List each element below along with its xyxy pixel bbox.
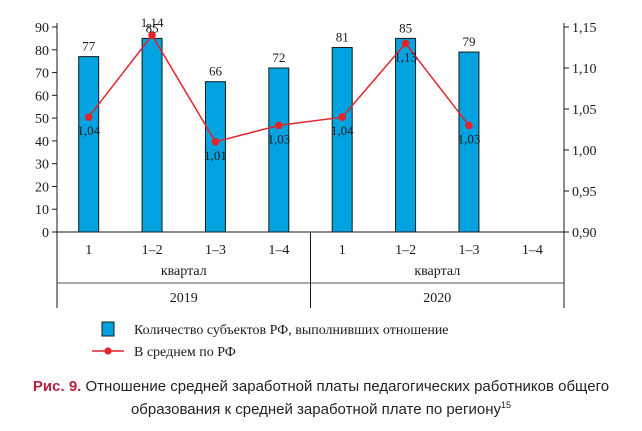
- right-tick-label: 1,00: [572, 144, 597, 159]
- bar-value-label: 81: [336, 30, 349, 45]
- line-value-label: 1,04: [77, 123, 100, 138]
- legend: Количество субъектов РФ, выполнивших отн…: [92, 321, 449, 360]
- quarter-group-label: квартал: [161, 264, 207, 279]
- legend-line-label: В среднем по РФ: [134, 345, 236, 360]
- bar-value-label: 66: [209, 64, 223, 79]
- left-tick-label: 10: [35, 203, 49, 218]
- right-tick-label: 1,15: [572, 21, 597, 36]
- left-tick-label: 40: [35, 135, 49, 150]
- bar: [141, 37, 163, 233]
- bar: [78, 56, 100, 233]
- bar-value-label: 85: [399, 20, 412, 35]
- line-value-label: 1,14: [141, 15, 164, 30]
- bar-value-label: 72: [272, 50, 285, 65]
- line-point: [401, 39, 410, 48]
- bar: [395, 37, 417, 233]
- combo-chart: 77 85 66 72 81 85 79 1,04 1,14 1,01 1,03 1,04 1,13 1,…: [35, 15, 597, 360]
- x-tick-label: 1: [85, 243, 92, 258]
- year-label: 2019: [170, 291, 198, 306]
- bar: [204, 81, 226, 233]
- line-value-label: 1,04: [331, 123, 354, 138]
- data-labels: 77 85 66 72 81 85 79 1,04 1,14 1,01 1,03 1,04 1,13 1,…: [77, 15, 480, 163]
- bar: [458, 51, 480, 233]
- x-tick-label: 1–2: [395, 243, 416, 258]
- left-tick-label: 70: [35, 67, 49, 82]
- x-tick-label: 1–4: [522, 243, 543, 258]
- left-tick-label: 60: [35, 89, 49, 104]
- quarter-group-label: квартал: [414, 264, 460, 279]
- year-label: 2020: [423, 291, 451, 306]
- left-tick-label: 80: [35, 44, 49, 59]
- right-tick-label: 1,10: [572, 62, 597, 77]
- x-tick-label: 1–2: [142, 243, 163, 258]
- line-point: [338, 113, 346, 121]
- line-point: [84, 113, 93, 121]
- x-tick-label: 1: [339, 243, 346, 258]
- figure-label: Рис. 9.: [32, 378, 82, 395]
- axis-ticks: 0 10 20 30 40 50 60 70 80 90 0,90 0,95 1,00 1,05 1,10 1…: [35, 21, 597, 306]
- bar: [268, 67, 290, 233]
- right-tick-label: 0,95: [572, 185, 597, 200]
- left-tick-label: 30: [35, 158, 49, 173]
- bar-value-label: 85: [146, 20, 159, 35]
- bar-series: [78, 37, 480, 233]
- right-tick-label: 1,05: [572, 103, 597, 118]
- left-tick-label: 50: [35, 112, 49, 127]
- left-tick-label: 0: [42, 226, 49, 241]
- line-value-label: 1,03: [458, 131, 481, 146]
- x-tick-label: 1–4: [268, 243, 289, 258]
- legend-line-marker: [104, 347, 112, 355]
- line-value-label: 1,13: [394, 49, 417, 64]
- chart-frame: [56, 23, 565, 308]
- line-series: [84, 31, 473, 146]
- line-value-label: 1,03: [267, 131, 290, 146]
- footnote-ref: 15: [501, 400, 512, 410]
- x-tick-label: 1–3: [205, 243, 226, 258]
- caption-text: Отношение средней заработной платы педаг…: [85, 378, 610, 418]
- left-tick-label: 90: [35, 21, 49, 36]
- line-point: [465, 121, 473, 130]
- line-value-label: 1,01: [204, 148, 227, 163]
- figure-caption: Рис. 9. Отношение средней заработной пла…: [0, 377, 642, 419]
- x-tick-label: 1–3: [458, 243, 479, 258]
- line-point: [211, 138, 220, 146]
- bar-value-label: 77: [82, 39, 96, 54]
- line-point: [148, 31, 156, 39]
- right-tick-label: 0,90: [572, 226, 597, 241]
- legend-bar-swatch: [101, 321, 115, 337]
- bar-value-label: 79: [462, 34, 475, 49]
- bar: [331, 47, 353, 233]
- left-tick-label: 20: [35, 180, 49, 195]
- line-point: [275, 121, 283, 130]
- legend-bar-label: Количество субъектов РФ, выполнивших отн…: [134, 323, 449, 338]
